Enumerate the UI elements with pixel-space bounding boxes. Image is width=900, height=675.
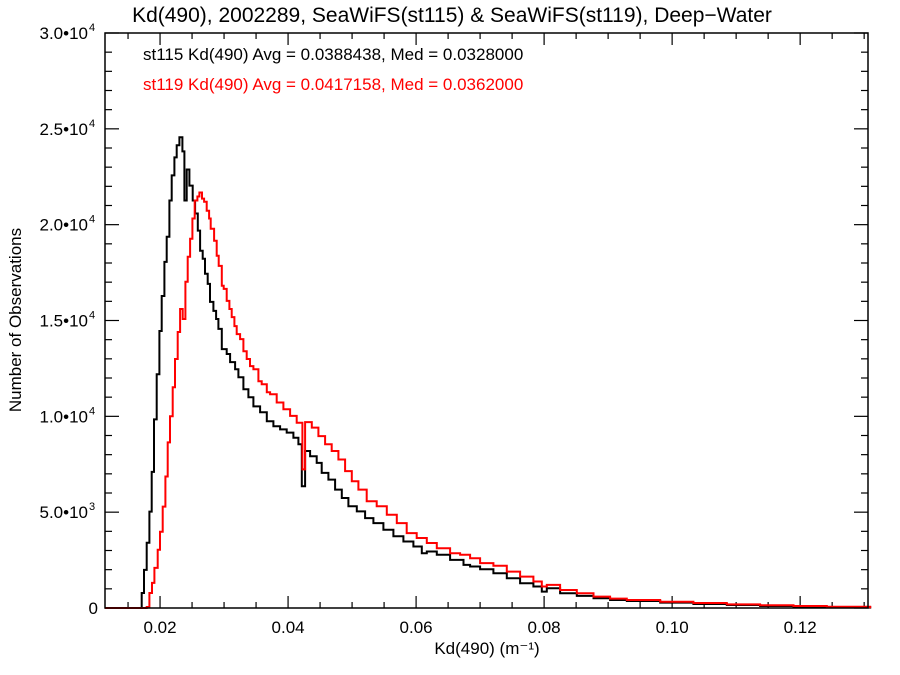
- axis-ticks: [105, 32, 868, 609]
- x-axis-title: Kd(490) (m⁻¹): [434, 639, 539, 658]
- y-axis-title: Number of Observations: [6, 228, 25, 412]
- y-tick-exponent: 4: [89, 310, 95, 322]
- y-tick-labels: 05.0•10 31.0•10 41.5•10 42.0•10 42.5•10 43.0•…: [40, 22, 99, 618]
- y-tick-label: 3.0•10: [40, 24, 89, 43]
- series-group: [105, 136, 872, 609]
- plot-frame: [104, 32, 869, 609]
- x-tick-label: 0.10: [656, 618, 689, 637]
- annotation-st119: st119 Kd(490) Avg = 0.0417158, Med = 0.0…: [143, 75, 523, 94]
- y-tick-label: 2.0•10: [40, 216, 89, 235]
- y-tick-exponent: 4: [89, 118, 95, 130]
- y-tick-exponent: 4: [89, 22, 95, 34]
- annotation-st115: st115 Kd(490) Avg = 0.0388438, Med = 0.0…: [143, 45, 523, 64]
- y-tick-label: 1.0•10: [40, 407, 89, 426]
- y-tick-label: 2.5•10: [40, 120, 89, 139]
- y-tick-label: 0: [89, 599, 98, 618]
- series-st115: [105, 136, 872, 609]
- y-tick-label: 5.0•10: [40, 503, 89, 522]
- series-st119: [105, 191, 872, 609]
- x-tick-label: 0.12: [784, 618, 817, 637]
- chart-title: Kd(490), 2002289, SeaWiFS(st115) & SeaWi…: [132, 4, 772, 27]
- y-tick-exponent: 3: [89, 501, 95, 513]
- y-tick-exponent: 4: [89, 214, 95, 226]
- y-tick-exponent: 4: [89, 405, 95, 417]
- x-tick-labels: 0.02 0.04 0.06 0.08 0.10 0.12: [144, 618, 817, 637]
- y-tick-label: 1.5•10: [40, 312, 89, 331]
- x-tick-label: 0.04: [272, 618, 305, 637]
- x-tick-label: 0.02: [144, 618, 177, 637]
- x-tick-label: 0.06: [400, 618, 433, 637]
- x-tick-label: 0.08: [528, 618, 561, 637]
